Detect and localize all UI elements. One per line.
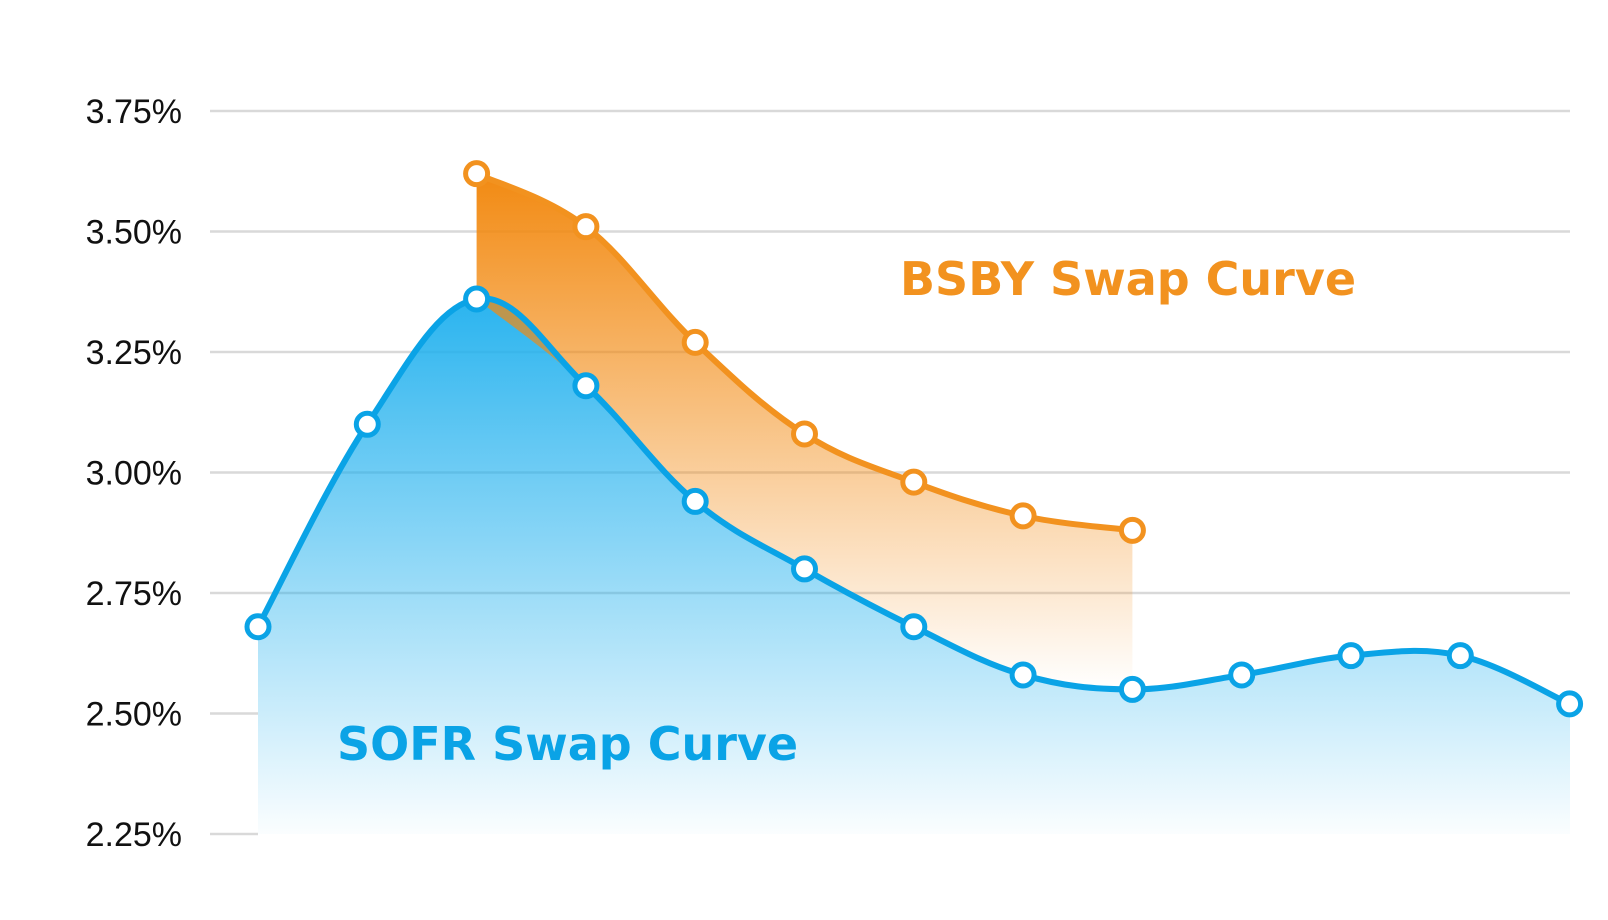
sofr-data-point [900, 613, 928, 641]
y-tick-label: 3.50% [86, 214, 182, 252]
bsby-area-fill [476, 173, 1133, 690]
y-tick-label: 2.75% [86, 575, 182, 613]
y-tick-label: 3.25% [86, 334, 182, 372]
bsby-data-point [681, 328, 709, 356]
y-tick-label: 2.25% [86, 816, 182, 854]
sofr-data-point [791, 555, 818, 583]
bsby-area [476, 173, 1133, 690]
bsby-series-label: BSBY Swap Curve [900, 252, 1356, 306]
sofr-series-label: SOFR Swap Curve [337, 717, 798, 771]
y-tick-label: 2.50% [86, 696, 182, 734]
bsby-data-point [572, 213, 600, 241]
sofr-data-point [1118, 675, 1146, 703]
sofr-data-point [353, 410, 381, 438]
sofr-area-fill [258, 298, 1570, 834]
y-axis-ticks: 3.75% 3.50% 3.25% 3.00% 2.75% 2.50% 2.25% [86, 93, 182, 854]
bsby-data-point [900, 468, 928, 496]
sofr-data-point [1556, 690, 1584, 718]
y-tick-label: 3.00% [86, 455, 182, 493]
sofr-data-point [681, 487, 709, 515]
y-tick-label: 3.75% [86, 93, 182, 131]
sofr-data-point [1337, 642, 1365, 670]
sofr-data-point [1446, 642, 1474, 670]
bsby-data-point [1009, 502, 1037, 530]
sofr-data-point [463, 285, 491, 313]
bsby-data-point [1118, 516, 1146, 544]
bsby-data-point [463, 160, 491, 188]
sofr-data-point [1228, 661, 1256, 689]
sofr-data-point [244, 613, 272, 641]
sofr-data-point [1009, 661, 1037, 689]
sofr-area [258, 298, 1570, 834]
bsby-data-point [791, 420, 818, 448]
sofr-data-point [572, 372, 600, 400]
series-points [244, 160, 1584, 718]
